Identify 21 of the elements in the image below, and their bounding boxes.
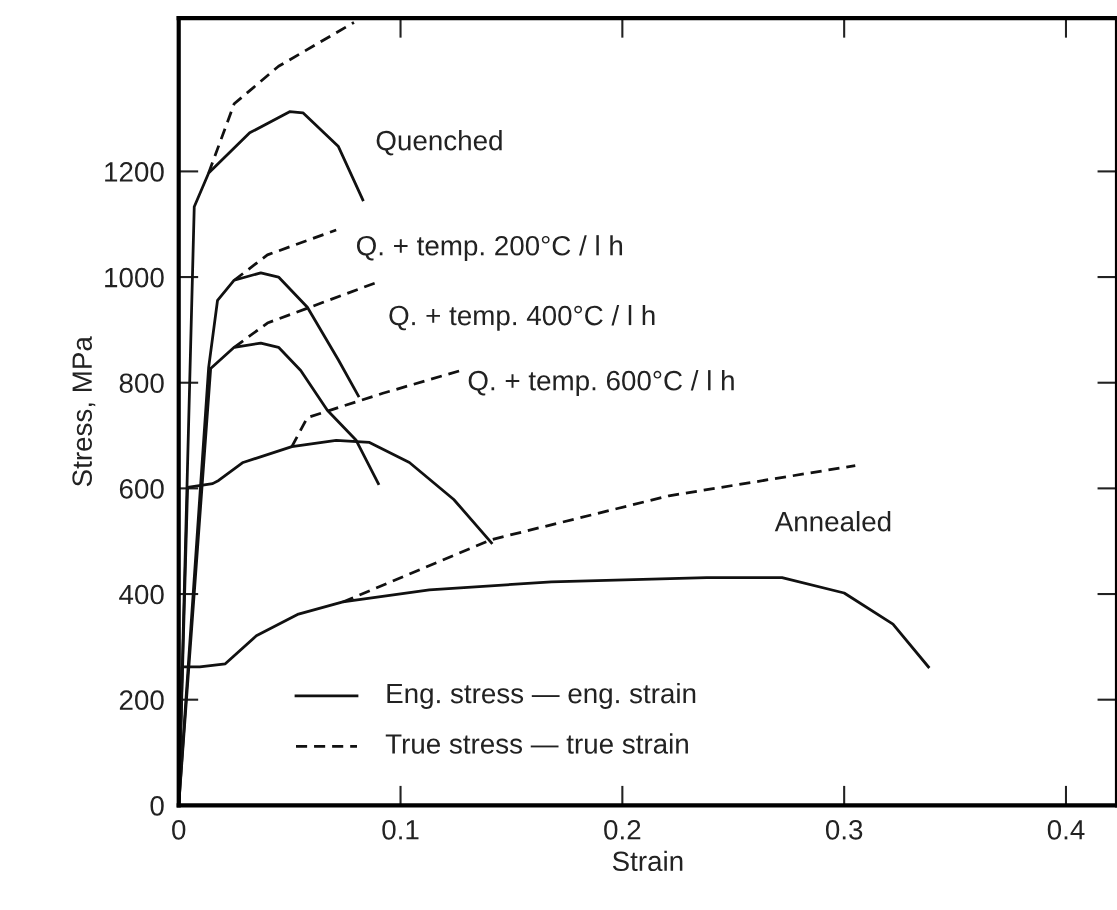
y-tick-label: 1000	[105, 267, 164, 288]
x-axis-title: Strain	[612, 850, 683, 872]
y-axis-title: Stress, MPa	[72, 336, 96, 487]
series-label: Q. + temp. 600°C / l h	[468, 370, 734, 397]
series-label: Q. + temp. 400°C / l h	[389, 304, 655, 331]
y-tick-label: 400	[119, 584, 164, 605]
x-tick-label: 0.1	[382, 819, 419, 840]
x-tick-label: 0.2	[604, 819, 641, 840]
series-label: Annealed	[774, 511, 891, 532]
series-label: Quenched	[376, 130, 502, 156]
x-tick-label: 0	[172, 819, 186, 840]
x-tick-label: 0.4	[1047, 819, 1085, 840]
annotation: Eng. stress — eng. strain	[387, 682, 696, 709]
series-label: Q. + temp. 200°C / l h	[356, 235, 623, 262]
y-tick-label: 1200	[105, 162, 164, 182]
y-tick-label: 800	[119, 373, 164, 394]
annotation: True stress — true strain	[385, 733, 688, 754]
y-tick-label: 200	[119, 690, 164, 711]
x-tick-label: 0.3	[825, 819, 863, 840]
y-tick-label: 0	[150, 796, 164, 816]
y-tick-label: 600	[119, 479, 164, 499]
